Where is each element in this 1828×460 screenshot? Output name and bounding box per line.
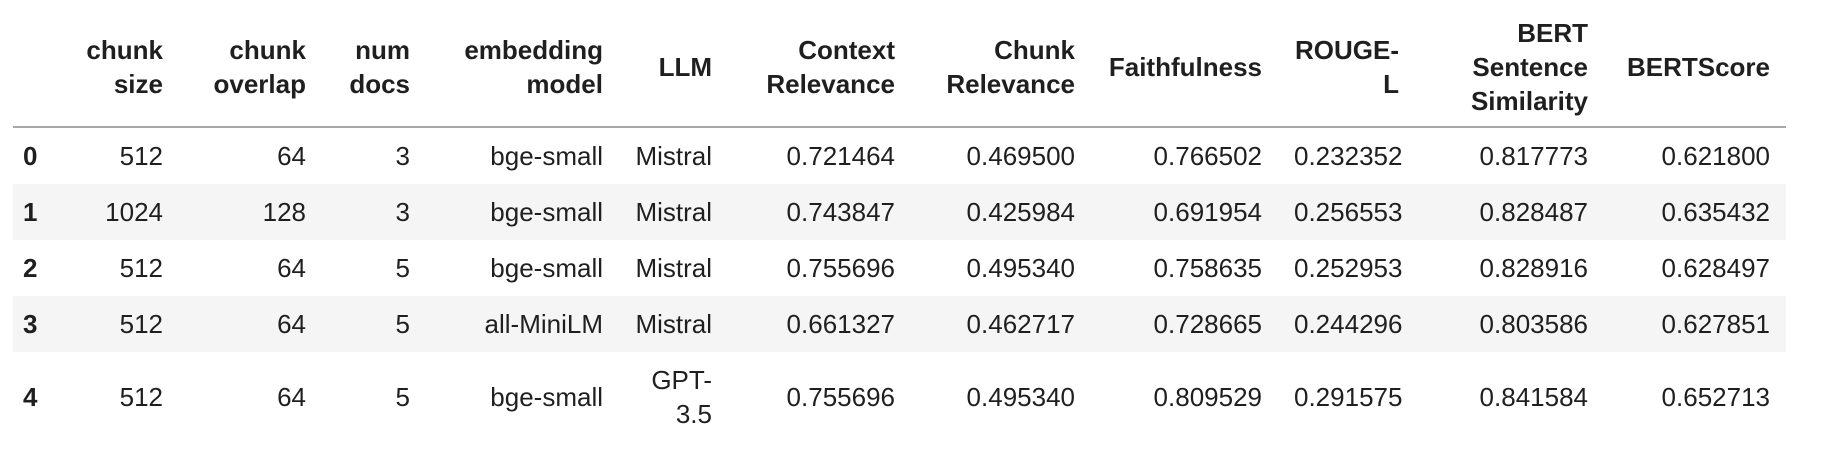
table-cell: Mistral <box>635 197 712 227</box>
table-cell: Mistral <box>635 253 712 283</box>
table-cell: all-MiniLM <box>484 309 603 339</box>
table-row: 0 512 64 3 bge-small Mistral 0.721464 0.469500 0… <box>13 127 1786 184</box>
dataframe: chunk size chunk overlap num docs embedding… <box>13 8 1786 442</box>
table-cell: 0.828916 <box>1479 253 1588 283</box>
table-cell: 64 <box>277 253 306 283</box>
table-cell: 64 <box>277 141 306 171</box>
column-header: chunk size <box>63 8 179 128</box>
table-cell: 64 <box>277 382 306 412</box>
column-header: BERT Sentence Similarity <box>1415 8 1604 128</box>
table-cell: 0.755696 <box>786 382 895 412</box>
table-cell: 0.817773 <box>1479 141 1588 171</box>
column-header: Faithfulness <box>1091 8 1278 128</box>
table-cell: Mistral <box>635 141 712 171</box>
table-cell: 5 <box>395 382 410 412</box>
table-cell: 512 <box>119 253 163 283</box>
index-column-header <box>13 8 63 128</box>
table-cell: bge-small <box>490 141 603 171</box>
column-header: num docs <box>322 8 426 128</box>
column-header: Context Relevance <box>728 8 911 128</box>
table-cell: 0.828487 <box>1479 197 1588 227</box>
table-cell: 1024 <box>105 197 163 227</box>
table-cell: 0.803586 <box>1479 309 1588 339</box>
table-cell: 0.495340 <box>966 382 1075 412</box>
table-cell: 128 <box>262 197 306 227</box>
row-index: 1 <box>23 197 38 227</box>
dataframe-header: chunk size chunk overlap num docs embedding… <box>13 8 1786 128</box>
table-cell: 0.652713 <box>1661 382 1770 412</box>
header-row: chunk size chunk overlap num docs embedding… <box>13 8 1786 128</box>
table-cell: 5 <box>395 309 410 339</box>
table-cell: 0.291575 <box>1294 382 1403 412</box>
table-row: 1 1024 128 3 bge-small Mistral 0.743847 0.42598… <box>13 184 1786 240</box>
table-cell: 0.462717 <box>966 309 1075 339</box>
table-cell: 64 <box>277 309 306 339</box>
table-cell: 3 <box>395 141 410 171</box>
table-row: 2 512 64 5 bge-small Mistral 0.755696 0.495340 0… <box>13 240 1786 296</box>
table-cell: 3 <box>395 197 410 227</box>
table-cell: 512 <box>119 141 163 171</box>
column-header: Chunk Relevance <box>911 8 1091 128</box>
table-cell: 5 <box>395 253 410 283</box>
table-cell: 0.755696 <box>786 253 895 283</box>
table-cell: 0.841584 <box>1479 382 1588 412</box>
table-cell: 0.743847 <box>786 197 895 227</box>
table-cell: 0.766502 <box>1153 141 1262 171</box>
table-cell: 0.232352 <box>1294 141 1403 171</box>
table-row: 3 512 64 5 all-MiniLM Mistral 0.661327 0.462717… <box>13 296 1786 352</box>
row-index: 3 <box>23 309 38 339</box>
table-cell: 512 <box>119 309 163 339</box>
dataframe-body: 0 512 64 3 bge-small Mistral 0.721464 0.469500 0… <box>13 127 1786 442</box>
table-cell: 0.721464 <box>786 141 895 171</box>
table-cell: bge-small <box>490 382 603 412</box>
column-header: chunk overlap <box>179 8 322 128</box>
table-cell: GPT- 3.5 <box>651 365 712 429</box>
row-index: 4 <box>23 382 38 412</box>
table-cell: bge-small <box>490 197 603 227</box>
table-cell: 0.495340 <box>966 253 1075 283</box>
table-cell: 512 <box>119 382 163 412</box>
table-row: 4 512 64 5 bge-small GPT- 3.5 0.755696 0.495340… <box>13 352 1786 442</box>
table-cell: 0.627851 <box>1661 309 1770 339</box>
table-cell: 0.661327 <box>786 309 895 339</box>
column-header: LLM <box>619 8 728 128</box>
table-cell: 0.691954 <box>1153 197 1262 227</box>
table-cell: 0.809529 <box>1153 382 1262 412</box>
table-cell: 0.469500 <box>966 141 1075 171</box>
table-cell: 0.256553 <box>1294 197 1403 227</box>
table-cell: Mistral <box>635 309 712 339</box>
table-cell: 0.425984 <box>966 197 1075 227</box>
row-index: 2 <box>23 253 38 283</box>
table-cell: 0.635432 <box>1661 197 1770 227</box>
row-index: 0 <box>23 141 38 171</box>
column-header: embedding model <box>426 8 619 128</box>
table-cell: 0.252953 <box>1294 253 1403 283</box>
table-cell: 0.244296 <box>1294 309 1403 339</box>
table-cell: bge-small <box>490 253 603 283</box>
table-cell: 0.758635 <box>1153 253 1262 283</box>
table-cell: 0.621800 <box>1661 141 1770 171</box>
column-header: ROUGE- L <box>1278 8 1415 128</box>
column-header: BERTScore <box>1604 8 1786 128</box>
table-cell: 0.728665 <box>1153 309 1262 339</box>
table-cell: 0.628497 <box>1661 253 1770 283</box>
dataframe-output-area: chunk size chunk overlap num docs embedding… <box>13 8 1786 442</box>
